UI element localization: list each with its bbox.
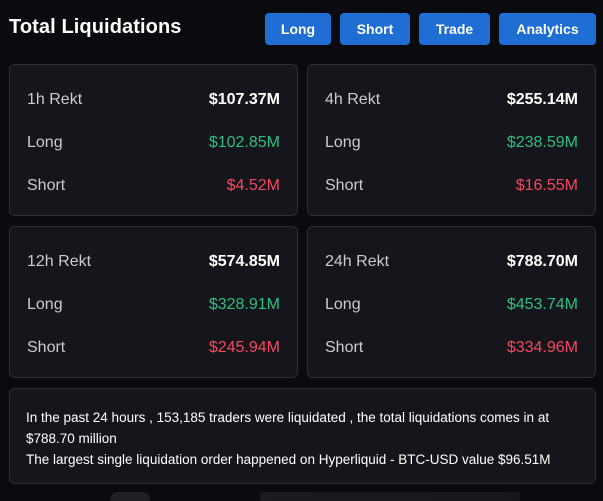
period-label: 4h Rekt bbox=[325, 91, 381, 108]
long-value: $328.91M bbox=[208, 296, 280, 313]
long-value: $102.85M bbox=[208, 134, 280, 151]
long-row: Long $238.59M bbox=[325, 133, 578, 153]
card-4h: 4h Rekt $255.14M Long $238.59M Short $16… bbox=[307, 64, 596, 216]
short-row: Short $16.55M bbox=[325, 176, 578, 196]
card-12h: 12h Rekt $574.85M Long $328.91M Short $2… bbox=[9, 226, 298, 378]
short-label: Short bbox=[325, 339, 364, 356]
long-row: Long $102.85M bbox=[27, 133, 280, 153]
total-value: $788.70M bbox=[506, 253, 578, 270]
period-label: 24h Rekt bbox=[325, 253, 390, 270]
long-label: Long bbox=[27, 134, 63, 151]
faded-text bbox=[260, 492, 520, 501]
period-label: 12h Rekt bbox=[27, 253, 92, 270]
long-label: Long bbox=[27, 296, 63, 313]
faded-bottom-content bbox=[100, 492, 540, 501]
page-title: Total Liquidations bbox=[9, 16, 182, 38]
short-label: Short bbox=[27, 177, 66, 194]
short-label: Short bbox=[325, 177, 364, 194]
analytics-button[interactable]: Analytics bbox=[499, 13, 596, 45]
short-row: Short $245.94M bbox=[27, 338, 280, 358]
long-row: Long $453.74M bbox=[325, 295, 578, 315]
card-1h: 1h Rekt $107.37M Long $102.85M Short $4.… bbox=[9, 64, 298, 216]
total-value: $255.14M bbox=[506, 91, 578, 108]
short-label: Short bbox=[27, 339, 66, 356]
total-value: $107.37M bbox=[208, 91, 280, 108]
card-24h: 24h Rekt $788.70M Long $453.74M Short $3… bbox=[307, 226, 596, 378]
short-button[interactable]: Short bbox=[340, 13, 410, 45]
summary-line-total: In the past 24 hours , 153,185 traders w… bbox=[26, 410, 550, 446]
short-value: $245.94M bbox=[208, 339, 280, 356]
summary-line-largest: The largest single liquidation order hap… bbox=[26, 452, 551, 467]
long-button[interactable]: Long bbox=[265, 13, 331, 45]
short-value: $4.52M bbox=[226, 177, 280, 194]
long-label: Long bbox=[325, 134, 361, 151]
long-label: Long bbox=[325, 296, 361, 313]
total-row: 12h Rekt $574.85M bbox=[27, 252, 280, 272]
long-value: $453.74M bbox=[506, 296, 578, 313]
long-row: Long $328.91M bbox=[27, 295, 280, 315]
summary-box: In the past 24 hours , 153,185 traders w… bbox=[9, 388, 596, 484]
trade-button[interactable]: Trade bbox=[419, 13, 490, 45]
faded-avatar bbox=[110, 492, 150, 501]
short-row: Short $334.96M bbox=[325, 338, 578, 358]
total-row: 24h Rekt $788.70M bbox=[325, 252, 578, 272]
total-value: $574.85M bbox=[208, 253, 280, 270]
short-value: $334.96M bbox=[506, 339, 578, 356]
total-row: 4h Rekt $255.14M bbox=[325, 90, 578, 110]
period-label: 1h Rekt bbox=[27, 91, 83, 108]
short-row: Short $4.52M bbox=[27, 176, 280, 196]
short-value: $16.55M bbox=[515, 177, 578, 194]
total-row: 1h Rekt $107.37M bbox=[27, 90, 280, 110]
long-value: $238.59M bbox=[506, 134, 578, 151]
